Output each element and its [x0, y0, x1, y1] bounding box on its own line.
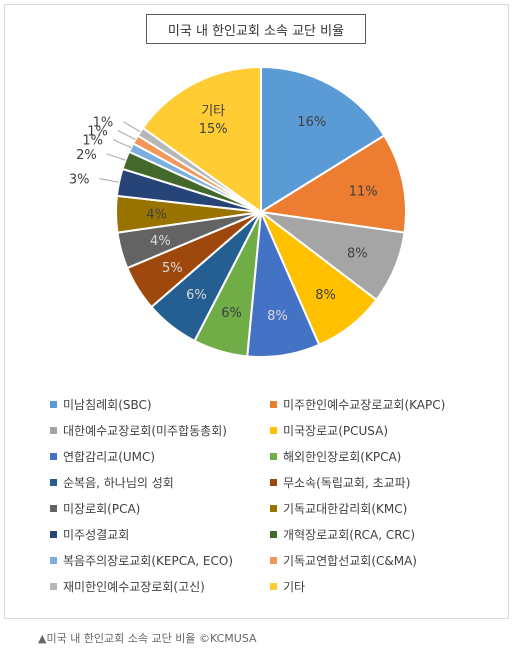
- data-label: 4%: [150, 234, 171, 249]
- legend-label: 해외한인장로회(KPCA): [283, 450, 402, 464]
- leader-line: [106, 153, 126, 161]
- legend-swatch: [50, 401, 57, 408]
- legend-swatch: [50, 479, 57, 486]
- legend-label: 미남침례회(SBC): [63, 398, 152, 412]
- legend-item: 미주성결교회: [50, 526, 129, 543]
- legend-label: 기독교대한감리회(KMC): [283, 502, 408, 516]
- data-label: 11%: [349, 185, 378, 200]
- legend-swatch: [270, 531, 277, 538]
- legend-item: 해외한인장로회(KPCA): [270, 448, 401, 465]
- legend-swatch: [270, 401, 277, 408]
- data-label: 8%: [347, 246, 368, 261]
- legend-label: 순복음, 하나님의 성회: [63, 476, 174, 490]
- legend-item: 기독교연합선교회(C&MA): [270, 552, 417, 569]
- legend-label: 미장로회(PCA): [63, 502, 141, 516]
- legend-label: 복음주의장로교회(KEPCA, ECO): [63, 554, 233, 568]
- legend-label: 미주한인예수교장로교회(KAPC): [283, 398, 446, 412]
- pie-slice: [258, 134, 407, 234]
- data-label: 8%: [267, 309, 288, 324]
- legend-swatch: [50, 427, 57, 434]
- pie-slice: [260, 65, 386, 214]
- legend-swatch: [50, 557, 57, 564]
- data-label: 1%: [82, 134, 103, 149]
- legend-item: 미남침례회(SBC): [50, 396, 152, 413]
- legend-swatch: [270, 479, 277, 486]
- legend-item: 미장로회(PCA): [50, 500, 140, 517]
- data-label: 6%: [221, 306, 242, 321]
- legend-label: 기독교연합선교회(C&MA): [283, 554, 417, 568]
- leader-line: [99, 178, 120, 183]
- data-label: 1%: [93, 116, 114, 131]
- legend-swatch: [270, 505, 277, 512]
- legend-swatch: [50, 583, 57, 590]
- chart-title: 미국 내 한인교회 소속 교단 비율: [146, 14, 366, 44]
- legend-item: 복음주의장로교회(KEPCA, ECO): [50, 552, 233, 569]
- legend-item: 재미한인예수교장로회(고신): [50, 578, 205, 595]
- leader-line: [112, 139, 132, 149]
- legend-swatch: [270, 427, 277, 434]
- legend-label: 무소속(독립교회, 초교파): [283, 476, 411, 490]
- data-label: 3%: [69, 173, 90, 188]
- legend-label: 기타: [283, 580, 306, 594]
- data-label: 16%: [297, 115, 326, 130]
- data-label: 1%: [87, 125, 108, 140]
- legend-item: 대한예수교장로회(미주합동총회): [50, 422, 227, 439]
- legend-swatch: [270, 583, 277, 590]
- legend-label: 미주성결교회: [63, 528, 130, 542]
- legend-item: 기독교대한감리회(KMC): [270, 500, 407, 517]
- image-caption: ▲미국 내 한인교회 소속 교단 비율 ©KCMUSA: [38, 632, 257, 645]
- pie-slice: [141, 65, 262, 214]
- data-label: 2%: [76, 148, 97, 163]
- slice-name-label: 기타: [201, 104, 225, 119]
- legend-item: 무소속(독립교회, 초교파): [270, 474, 410, 491]
- leader-line: [117, 130, 136, 140]
- legend-label: 재미한인예수교장로회(고신): [63, 580, 205, 594]
- data-label: 6%: [186, 288, 207, 303]
- legend-swatch: [270, 453, 277, 460]
- legend-item: 순복음, 하나님의 성회: [50, 474, 174, 491]
- legend-item: 기타: [270, 578, 305, 595]
- data-label: 4%: [146, 208, 167, 223]
- leader-line: [123, 121, 141, 133]
- legend-swatch: [50, 531, 57, 538]
- legend-item: 개혁장로교회(RCA, CRC): [270, 526, 415, 543]
- legend-label: 연합감리교(UMC): [63, 450, 156, 464]
- legend-swatch: [270, 557, 277, 564]
- legend-item: 연합감리교(UMC): [50, 448, 155, 465]
- legend-label: 개혁장로교회(RCA, CRC): [283, 528, 416, 542]
- legend-item: 미주한인예수교장로교회(KAPC): [270, 396, 445, 413]
- legend-swatch: [50, 453, 57, 460]
- legend-item: 미국장로교(PCUSA): [270, 422, 388, 439]
- data-label: 5%: [162, 261, 183, 276]
- data-label: 8%: [315, 288, 336, 303]
- legend-label: 미국장로교(PCUSA): [283, 424, 389, 438]
- chart-frame: [4, 4, 509, 619]
- legend-swatch: [50, 505, 57, 512]
- data-label: 15%: [199, 122, 228, 137]
- legend-label: 대한예수교장로회(미주합동총회): [63, 424, 227, 438]
